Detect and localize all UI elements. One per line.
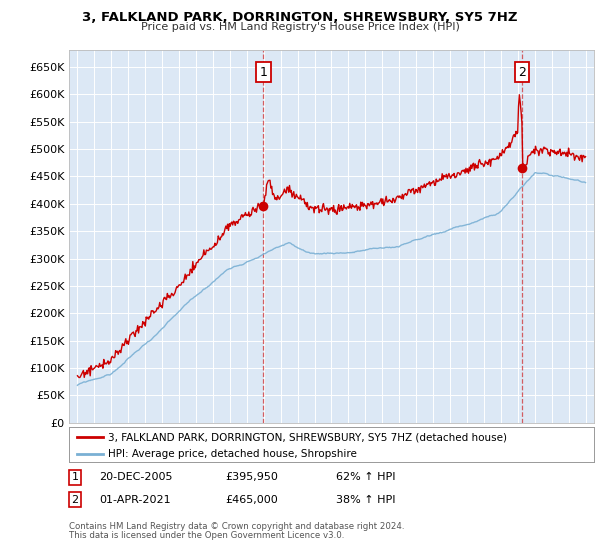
Text: 20-DEC-2005: 20-DEC-2005 <box>99 472 173 482</box>
Text: This data is licensed under the Open Government Licence v3.0.: This data is licensed under the Open Gov… <box>69 531 344 540</box>
Text: 38% ↑ HPI: 38% ↑ HPI <box>336 494 395 505</box>
Text: 3, FALKLAND PARK, DORRINGTON, SHREWSBURY, SY5 7HZ (detached house): 3, FALKLAND PARK, DORRINGTON, SHREWSBURY… <box>109 432 508 442</box>
Text: £465,000: £465,000 <box>225 494 278 505</box>
Text: HPI: Average price, detached house, Shropshire: HPI: Average price, detached house, Shro… <box>109 449 357 459</box>
Text: Price paid vs. HM Land Registry's House Price Index (HPI): Price paid vs. HM Land Registry's House … <box>140 22 460 32</box>
Text: 62% ↑ HPI: 62% ↑ HPI <box>336 472 395 482</box>
Text: 1: 1 <box>71 472 79 482</box>
Text: 1: 1 <box>259 66 267 79</box>
Text: Contains HM Land Registry data © Crown copyright and database right 2024.: Contains HM Land Registry data © Crown c… <box>69 522 404 531</box>
Text: 3, FALKLAND PARK, DORRINGTON, SHREWSBURY, SY5 7HZ: 3, FALKLAND PARK, DORRINGTON, SHREWSBURY… <box>82 11 518 24</box>
Text: 2: 2 <box>518 66 526 79</box>
Text: £395,950: £395,950 <box>225 472 278 482</box>
Text: 2: 2 <box>71 494 79 505</box>
Text: 01-APR-2021: 01-APR-2021 <box>99 494 170 505</box>
